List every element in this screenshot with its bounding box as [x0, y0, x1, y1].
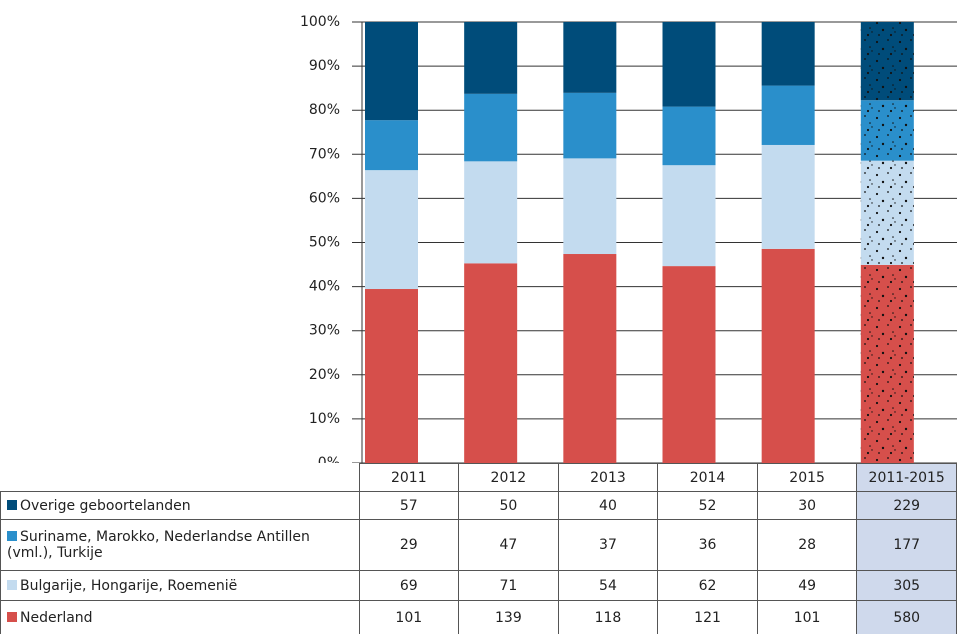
legend-cell: Bulgarije, Hongarije, Roemenië — [0, 570, 360, 601]
value-cell: 101 — [358, 600, 460, 634]
bar-segment — [464, 22, 518, 94]
value-cell: 57 — [358, 491, 460, 520]
column-header: 2012 — [458, 463, 559, 492]
legend-cell: Nederland — [0, 600, 360, 634]
bar-segment — [365, 289, 418, 463]
value-cell: 28 — [756, 519, 858, 571]
value-cell: 580 — [856, 600, 957, 634]
value-cell: 139 — [458, 600, 559, 634]
value-cell: 29 — [358, 519, 460, 571]
y-tick-label: 20% — [309, 367, 340, 383]
legend-label: Nederland — [20, 609, 93, 626]
y-tick-label: 90% — [309, 58, 340, 74]
bar-segment — [563, 92, 617, 159]
y-tick-label: 40% — [309, 279, 340, 295]
bar-segment — [563, 254, 617, 463]
bar-segment — [761, 144, 815, 249]
chart: 0% 10% 20% 30% 40% 50% 60% 70% 80% 90% 100% — [300, 14, 957, 463]
bar-segment — [662, 266, 716, 463]
bar-pattern — [860, 264, 914, 463]
bar-segment — [662, 22, 716, 107]
column-header: 2014 — [657, 463, 758, 492]
value-cell: 52 — [657, 491, 758, 520]
value-cell: 118 — [557, 600, 659, 634]
bar-pattern — [860, 160, 914, 265]
y-tick-label: 30% — [309, 323, 340, 339]
bar-segment — [365, 22, 418, 121]
legend-swatch — [7, 611, 17, 622]
y-tick-label: 50% — [309, 235, 340, 251]
value-cell: 40 — [557, 491, 659, 520]
value-cell: 62 — [657, 570, 758, 601]
legend-label: Suriname, Marokko, Nederlandse Antillen … — [7, 529, 310, 561]
value-cell: 229 — [856, 491, 957, 520]
column-header: 2015 — [756, 463, 858, 492]
legend-swatch — [7, 579, 17, 590]
y-tick-label: 80% — [309, 102, 340, 118]
value-cell: 305 — [856, 570, 957, 601]
column-header: 2011 — [358, 463, 460, 492]
value-cell: 47 — [458, 519, 559, 571]
y-tick-label: 70% — [309, 146, 340, 162]
legend-label: Overige geboortelanden — [20, 497, 191, 514]
bar-segment — [464, 161, 518, 264]
y-tick-label: 0% — [318, 455, 340, 463]
value-cell: 30 — [756, 491, 858, 520]
value-cell: 177 — [856, 519, 957, 571]
column-header: 2013 — [557, 463, 659, 492]
bar-segment — [662, 106, 716, 166]
bar-segment — [563, 22, 617, 93]
bar-segment — [761, 22, 815, 86]
value-cell: 50 — [458, 491, 559, 520]
value-cell: 121 — [657, 600, 758, 634]
legend-cell: Suriname, Marokko, Nederlandse Antillen … — [0, 519, 360, 571]
value-cell: 54 — [557, 570, 659, 601]
bar-pattern — [860, 100, 914, 161]
value-cell: 37 — [557, 519, 659, 571]
y-tick-label: 10% — [309, 411, 340, 427]
bar-segment — [365, 120, 418, 171]
value-cell: 36 — [657, 519, 758, 571]
value-cell: 71 — [458, 570, 559, 601]
bar-segment — [365, 170, 418, 290]
bar-segment — [464, 263, 518, 463]
bar-pattern — [860, 22, 914, 101]
bar-segment — [761, 85, 815, 145]
legend-swatch — [7, 531, 17, 541]
y-tick-label: 60% — [309, 190, 340, 206]
value-cell: 69 — [358, 570, 460, 601]
legend-cell: Overige geboortelanden — [0, 491, 360, 520]
bar-segment — [761, 248, 815, 463]
value-cell: 101 — [756, 600, 858, 634]
y-tick-label: 100% — [300, 14, 340, 30]
legend-label: Bulgarije, Hongarije, Roemenië — [20, 577, 238, 594]
bar-segment — [662, 165, 716, 267]
bar-segment — [563, 158, 617, 255]
column-header: 2011-2015 — [856, 463, 957, 492]
data-table: 2011 2012 2013 2014 2015 2011-2015 Overige geb… — [0, 463, 957, 634]
bar-segment — [464, 93, 518, 162]
legend-swatch — [7, 499, 17, 510]
value-cell: 49 — [756, 570, 858, 601]
